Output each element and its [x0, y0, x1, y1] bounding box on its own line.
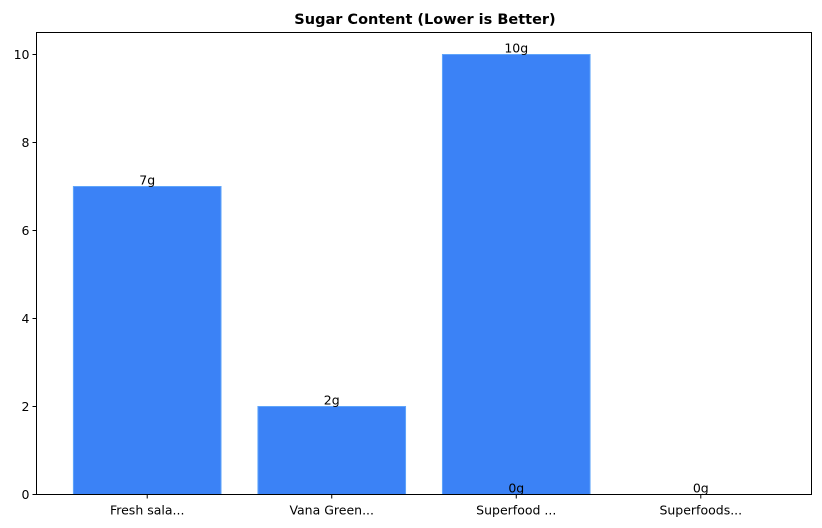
y-tick-label: 6: [22, 223, 30, 238]
bar: [257, 406, 407, 495]
bar-value-label: 0g: [508, 481, 524, 496]
bar: [441, 54, 591, 495]
x-tick-label: Vana Green...: [289, 503, 374, 518]
x-tick-label: Superfoods...: [659, 503, 742, 518]
bar: [72, 186, 222, 495]
bar-value-label: 10g: [504, 41, 528, 56]
x-tick-label: Fresh sala...: [110, 503, 184, 518]
bar-value-label: 0g: [693, 481, 709, 496]
x-tick-label: Superfood ...: [476, 503, 556, 518]
y-tick-label: 2: [22, 399, 30, 414]
y-tick-label: 10: [14, 47, 30, 62]
y-tick-label: 8: [22, 135, 30, 150]
bar-value-label: 7g: [139, 173, 155, 188]
y-tick-label: 4: [22, 311, 30, 326]
chart-title: Sugar Content (Lower is Better): [294, 12, 555, 28]
bar-value-label: 2g: [324, 393, 340, 408]
plot-frame: [36, 32, 812, 495]
y-tick-label: 0: [22, 487, 30, 502]
